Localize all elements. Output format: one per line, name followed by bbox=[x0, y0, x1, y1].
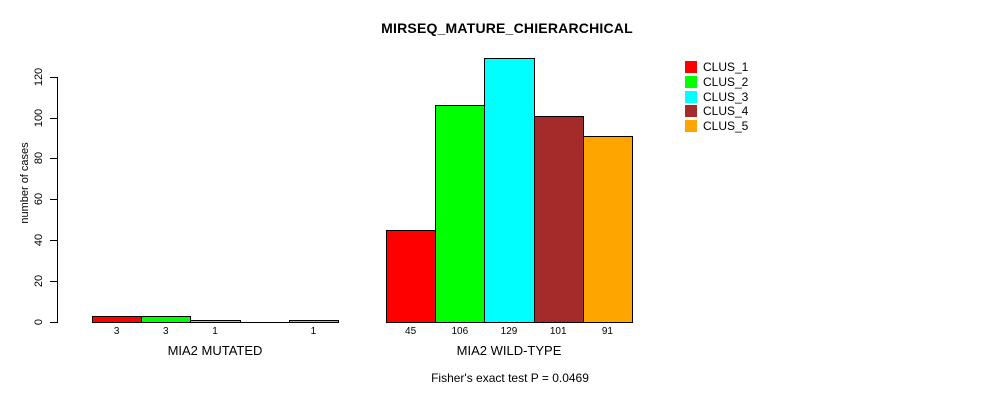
legend-label: CLUS_5 bbox=[703, 119, 749, 134]
legend-item-clus_2: CLUS_2 bbox=[685, 75, 748, 90]
y-axis-tick bbox=[50, 76, 57, 78]
bar-clus_3 bbox=[484, 58, 535, 323]
legend-item-clus_4: CLUS_4 bbox=[685, 104, 748, 119]
bar-clus_2 bbox=[435, 105, 486, 323]
bar-clus_4-zero bbox=[239, 322, 290, 323]
legend-label: CLUS_1 bbox=[703, 60, 749, 75]
legend-color-swatch bbox=[685, 120, 697, 133]
chart-title: MIRSEQ_MATURE_CHIERARCHICAL bbox=[381, 20, 633, 36]
y-axis-tick bbox=[50, 158, 57, 160]
bar-value-label: 1 bbox=[310, 326, 317, 337]
bar-value-label: 3 bbox=[163, 326, 169, 337]
y-axis-line bbox=[57, 76, 58, 323]
bar-value-label: 91 bbox=[601, 326, 613, 337]
bar-clus_1 bbox=[386, 230, 437, 323]
bar-value-label: 45 bbox=[405, 326, 417, 337]
legend-label: CLUS_3 bbox=[703, 89, 749, 104]
y-axis-tick bbox=[50, 322, 57, 323]
y-axis-tick-label: 20 bbox=[33, 274, 45, 288]
y-axis-tick-label: 0 bbox=[33, 318, 45, 326]
y-axis-tick-label: 60 bbox=[33, 193, 45, 206]
y-axis-tick bbox=[50, 117, 57, 119]
footnote: Fisher's exact test P = 0.0469 bbox=[431, 371, 589, 385]
bar-clus_5 bbox=[582, 136, 633, 323]
legend-color-swatch bbox=[685, 90, 697, 103]
bar-clus_4 bbox=[533, 116, 584, 323]
bar-value-label: 101 bbox=[549, 326, 567, 337]
bar-clus_1 bbox=[92, 316, 143, 323]
y-axis-tick-label: 100 bbox=[33, 108, 45, 127]
y-axis-tick bbox=[50, 281, 57, 283]
bar-value-label: 1 bbox=[212, 326, 218, 337]
legend-item-clus_5: CLUS_5 bbox=[685, 119, 748, 134]
legend-label: CLUS_4 bbox=[703, 104, 749, 119]
legend-item-clus_3: CLUS_3 bbox=[685, 89, 748, 104]
legend: CLUS_1 CLUS_2 CLUS_3 CLUS_4 CLUS_5 bbox=[685, 60, 748, 133]
legend-color-swatch bbox=[685, 61, 697, 74]
bar-clus_2 bbox=[141, 316, 192, 323]
bar-clus_5 bbox=[288, 320, 339, 323]
y-axis-tick-label: 120 bbox=[33, 67, 45, 86]
legend-color-swatch bbox=[685, 76, 697, 89]
bar-clus_3 bbox=[190, 320, 241, 323]
bar-value-label: 129 bbox=[500, 326, 518, 337]
x-group-label-mia2-wild-type: MIA2 WILD-TYPE bbox=[456, 343, 562, 358]
bar-value-label: 106 bbox=[451, 326, 469, 337]
y-axis-tick-label: 40 bbox=[33, 234, 45, 247]
legend-color-swatch bbox=[685, 105, 697, 118]
y-axis-tick bbox=[50, 240, 57, 242]
legend-label: CLUS_2 bbox=[703, 75, 749, 90]
y-axis-tick bbox=[50, 199, 57, 201]
x-group-label-mia2-mutated: MIA2 MUTATED bbox=[167, 343, 263, 358]
y-axis-tick-label: 80 bbox=[33, 152, 45, 165]
bar-value-label: 3 bbox=[113, 326, 120, 337]
y-axis-label: number of cases bbox=[19, 142, 31, 224]
legend-item-clus_1: CLUS_1 bbox=[685, 60, 748, 75]
